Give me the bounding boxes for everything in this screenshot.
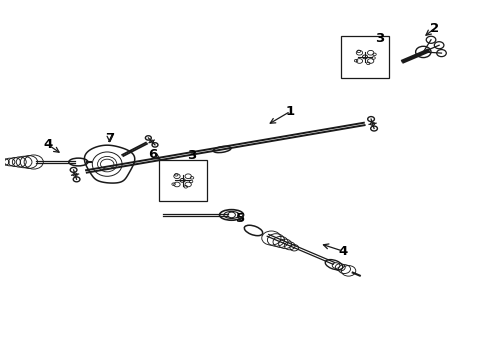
Text: 3: 3 <box>375 32 384 45</box>
Text: 1: 1 <box>286 105 295 118</box>
Text: 2: 2 <box>430 22 439 35</box>
Bar <box>159 159 207 201</box>
Bar <box>341 36 389 78</box>
Text: 4: 4 <box>44 138 53 151</box>
Text: 5: 5 <box>236 212 245 225</box>
Text: 6: 6 <box>148 148 157 161</box>
Text: 7: 7 <box>105 132 114 145</box>
Text: 4: 4 <box>339 245 348 258</box>
Text: 3: 3 <box>187 149 196 162</box>
